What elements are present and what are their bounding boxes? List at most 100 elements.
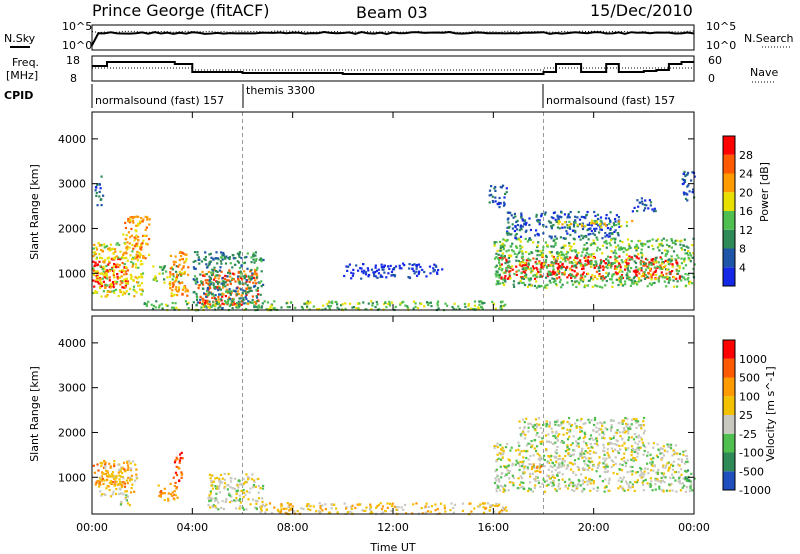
scatter-cell (607, 259, 610, 262)
scatter-cell (562, 433, 565, 436)
scatter-cell (177, 286, 180, 289)
scatter-cell (624, 447, 627, 450)
scatter-cell (327, 300, 330, 303)
nave-label: Nave (750, 66, 778, 79)
scatter-cell (513, 285, 516, 288)
scatter-cell (544, 211, 547, 214)
scatter-cell (599, 285, 602, 288)
scatter-cell (104, 472, 107, 476)
scatter-cell (534, 429, 537, 432)
scatter-cell (643, 470, 646, 473)
scatter-cell (215, 299, 218, 303)
scatter-cell (568, 227, 572, 230)
scatter-cell (504, 262, 507, 265)
scatter-cell (521, 265, 524, 268)
scatter-cell (610, 225, 613, 228)
scatter-cell (498, 257, 501, 260)
scatter-cell (208, 306, 211, 309)
scatter-cell (211, 497, 214, 500)
scatter-cell (568, 448, 571, 451)
scatter-cell (280, 510, 283, 513)
scatter-cell (498, 273, 501, 276)
scatter-cell (690, 282, 694, 285)
scatter-cell (428, 265, 432, 268)
scatter-cell (92, 260, 95, 263)
scatter-cell (517, 477, 520, 480)
scatter-cell (258, 306, 261, 309)
scatter-cell (584, 476, 587, 479)
scatter-cell (671, 454, 674, 457)
scatter-cell (399, 303, 402, 306)
scatter-cell (118, 468, 121, 471)
scatter-cell (143, 302, 146, 305)
scatter-cell (103, 267, 106, 270)
scatter-cell (501, 245, 504, 248)
scatter-cell (584, 435, 587, 438)
scatter-cell (169, 254, 173, 257)
scatter-cell (609, 428, 613, 431)
scatter-cell (497, 253, 500, 256)
scatter-cell (617, 283, 620, 287)
scatter-cell (384, 301, 387, 304)
scatter-cell (646, 462, 649, 465)
scatter-cell (682, 450, 685, 453)
scatter-cell (579, 264, 582, 267)
scatter-cell (171, 289, 174, 292)
scatter-cell (140, 282, 144, 285)
scatter-cell (534, 234, 537, 237)
scatter-cell (341, 303, 344, 306)
scatter-cell (580, 451, 583, 454)
scatter-cell (584, 257, 588, 260)
scatter-cell (187, 273, 190, 276)
scatter-cell (559, 278, 562, 281)
scatter-cell (619, 266, 622, 269)
scatter-cell (536, 452, 539, 455)
scatter-cell (651, 464, 654, 467)
colorbar-swatch (723, 136, 735, 155)
scatter-cell (551, 485, 554, 488)
scatter-cell (120, 486, 123, 489)
scatter-cell (556, 270, 560, 273)
scatter-cell (242, 275, 245, 278)
scatter-cell (685, 192, 688, 195)
scatter-cell (554, 271, 557, 274)
scatter-cell (139, 263, 142, 266)
scatter-cell (579, 453, 582, 456)
scatter-cell (345, 507, 348, 510)
scatter-cell (488, 201, 491, 204)
scatter-cell (307, 504, 311, 507)
scatter-cell (528, 487, 531, 490)
scatter-cell (375, 269, 379, 272)
scatter-cell (676, 272, 680, 275)
scatter-cell (660, 472, 663, 475)
scatter-cell (617, 244, 620, 247)
scatter-cell (613, 255, 616, 258)
scatter-cell (262, 258, 265, 262)
scatter-cell (219, 482, 222, 485)
scatter-cell (121, 269, 124, 272)
colorbar-swatch (723, 396, 735, 415)
colorbar-swatch (723, 229, 735, 249)
scatter-cell (647, 442, 650, 445)
scatter-cell (581, 222, 584, 225)
scatter-cell (666, 277, 669, 280)
scatter-cell (672, 460, 675, 463)
scatter-cell (144, 215, 147, 218)
scatter-cell (607, 489, 610, 492)
velocity-ylabel: Slant Range [km] (28, 366, 41, 462)
scatter-cell (377, 268, 380, 271)
scatter-cell (216, 280, 219, 283)
scatter-cell (414, 305, 417, 309)
scatter-cell (452, 307, 455, 310)
scatter-cell (243, 481, 247, 484)
scatter-cell (138, 251, 141, 254)
scatter-cell (249, 301, 252, 304)
scatter-cell (256, 266, 259, 269)
scatter-cell (619, 275, 622, 278)
scatter-cell (657, 468, 660, 471)
scatter-cell (124, 498, 127, 501)
scatter-cell (207, 503, 210, 507)
scatter-cell (692, 252, 695, 255)
scatter-cell (557, 464, 560, 468)
scatter-cell (358, 302, 361, 305)
